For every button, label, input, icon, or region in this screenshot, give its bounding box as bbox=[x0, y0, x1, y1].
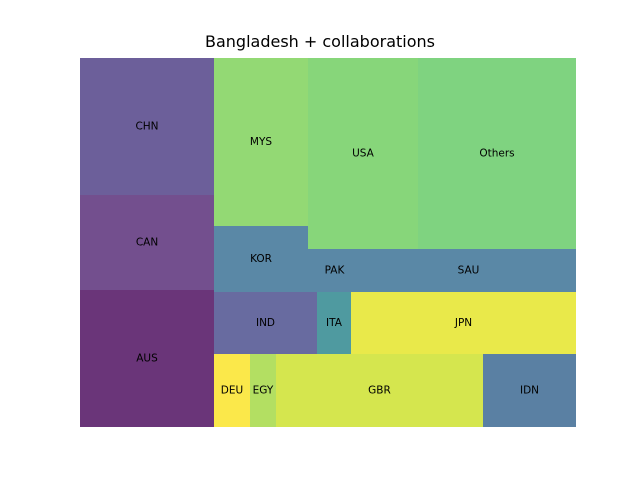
treemap-cell-aus bbox=[80, 290, 214, 427]
treemap-label-gbr: GBR bbox=[368, 385, 391, 397]
treemap-cell-mys bbox=[214, 58, 308, 226]
treemap-label-pak: PAK bbox=[325, 265, 346, 277]
treemap-cell-gbr bbox=[276, 354, 483, 427]
treemap-label-chn: CHN bbox=[135, 121, 158, 133]
treemap-label-aus: AUS bbox=[136, 353, 158, 365]
treemap-label-mys: MYS bbox=[250, 136, 272, 148]
treemap-label-jpn: JPN bbox=[454, 317, 472, 329]
treemap-label-sau: SAU bbox=[458, 265, 480, 277]
treemap-label-can: CAN bbox=[136, 237, 158, 249]
treemap-cell-chn bbox=[80, 58, 214, 195]
treemap-label-kor: KOR bbox=[250, 253, 272, 265]
treemap-cell-deu bbox=[214, 354, 250, 427]
treemap-label-idn: IDN bbox=[520, 385, 539, 397]
treemap-cell-kor bbox=[214, 226, 308, 292]
treemap-label-egy: EGY bbox=[253, 385, 274, 397]
treemap-cell-pak bbox=[308, 249, 361, 292]
treemap-label-deu: DEU bbox=[221, 385, 243, 397]
treemap-label-ita: ITA bbox=[326, 317, 343, 329]
chart-title: Bangladesh + collaborations bbox=[205, 32, 435, 51]
treemap-cell-can bbox=[80, 195, 214, 290]
treemap-cell-usa bbox=[308, 58, 418, 249]
treemap-cell-others bbox=[418, 58, 576, 249]
treemap-label-others: Others bbox=[479, 148, 514, 160]
treemap-cell-sau bbox=[361, 249, 576, 292]
treemap-label-ind: IND bbox=[256, 317, 275, 329]
treemap-cell-idn bbox=[483, 354, 576, 427]
treemap-cell-ita bbox=[317, 292, 351, 354]
treemap-cell-egy bbox=[250, 354, 276, 427]
treemap-label-usa: USA bbox=[352, 148, 375, 160]
treemap-cell-ind bbox=[214, 292, 317, 354]
treemap-cell-jpn bbox=[351, 292, 576, 354]
